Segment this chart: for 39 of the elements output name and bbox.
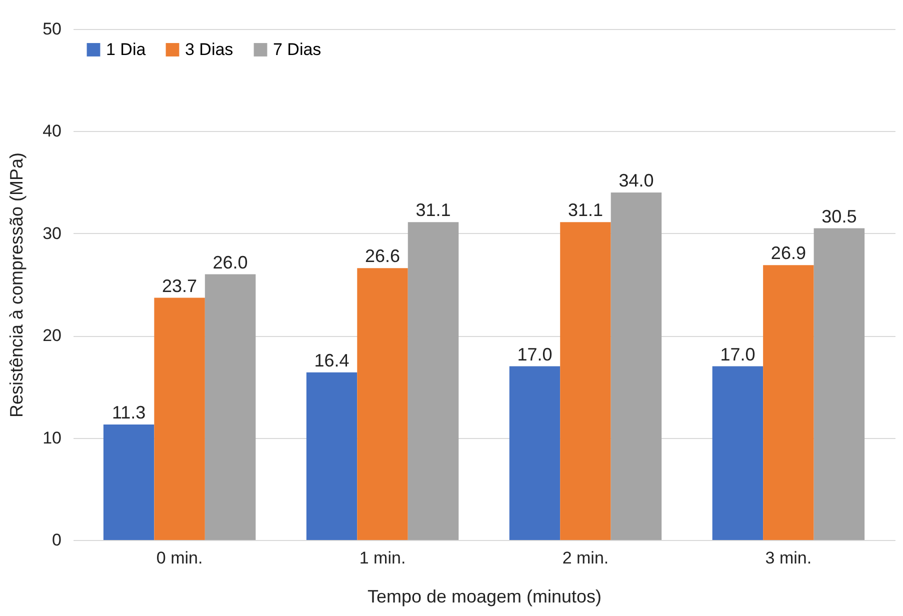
y-tick-label: 50 [42, 20, 62, 38]
bar [814, 228, 865, 540]
bar [103, 424, 154, 540]
y-axis-title: Resistência à compressão (MPa) [6, 152, 27, 418]
y-tick-label: 10 [42, 428, 62, 448]
data-label: 17.0 [517, 344, 552, 364]
bar [712, 366, 764, 540]
x-tick-label: 3 min. [765, 548, 812, 568]
y-tick-label: 30 [42, 224, 62, 243]
bar [154, 298, 205, 540]
bar [763, 265, 814, 540]
data-label: 17.0 [720, 344, 756, 364]
data-label: 26.0 [212, 252, 248, 272]
data-label: 26.6 [364, 246, 400, 266]
data-label: 26.9 [770, 243, 806, 264]
bar [509, 366, 560, 540]
bar [306, 372, 358, 540]
data-label: 30.5 [822, 206, 857, 226]
data-label: 11.3 [112, 402, 146, 423]
y-tick-label: 40 [42, 122, 62, 141]
x-axis-title: Tempo de moagem (minutos) [367, 586, 602, 606]
bar [610, 192, 662, 540]
data-label: 23.7 [162, 276, 198, 296]
bar [204, 274, 256, 540]
x-tick-label: 0 min. [156, 548, 203, 568]
y-tick-label: 0 [52, 530, 62, 550]
bar [357, 268, 408, 540]
legend-label: 1 Dia [106, 40, 146, 59]
legend-label: 3 Dias [185, 40, 234, 59]
data-label: 16.4 [314, 350, 350, 370]
bar [560, 222, 611, 540]
data-label: 31.1 [416, 200, 451, 220]
x-tick-label: 2 min. [562, 548, 609, 568]
y-tick-label: 20 [42, 326, 62, 346]
bar [408, 222, 459, 540]
legend-label: 7 Dias [273, 40, 322, 59]
x-tick-label: 1 min. [359, 548, 406, 568]
data-label: 34.0 [618, 170, 654, 191]
data-label: 31.1 [568, 200, 604, 220]
